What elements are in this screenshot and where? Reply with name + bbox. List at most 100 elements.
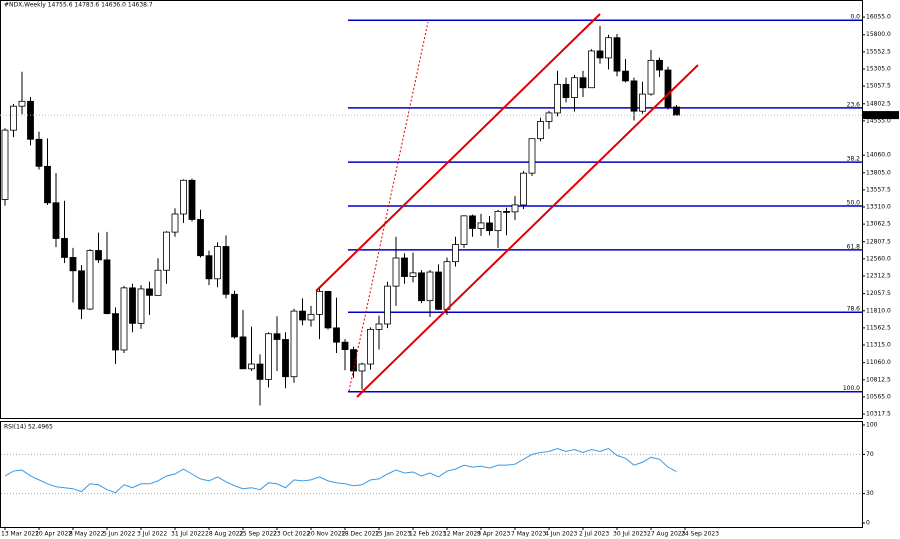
- y-tick-label: 11060.0: [866, 359, 891, 366]
- candle-body: [571, 77, 578, 98]
- y-tick-label: 10317.5: [866, 411, 891, 418]
- x-tick-label: 24 Sep 2023: [681, 531, 719, 538]
- y-tick-label: 15552.5: [866, 48, 891, 55]
- candle-body: [1, 129, 9, 200]
- candle-body: [282, 339, 289, 378]
- candle-body: [528, 138, 536, 174]
- candle-body: [358, 363, 366, 372]
- candle-body: [214, 246, 221, 280]
- y-tick-label: 12312.5: [866, 273, 891, 280]
- y-tick-label: 100: [866, 422, 878, 429]
- x-tick-label: 23 Oct 2022: [273, 531, 310, 538]
- y-tick-label: 14802.5: [866, 100, 891, 107]
- candle-body: [333, 327, 340, 343]
- candle-body: [120, 287, 128, 351]
- price-tag-label: 14638.7: [866, 112, 891, 119]
- candle-body: [18, 100, 26, 107]
- y-tick-label: 13310.0: [866, 204, 891, 211]
- candle-body: [316, 291, 323, 315]
- y-tick-label: 12807.5: [866, 238, 891, 245]
- y-tick-label: 14555.0: [866, 117, 891, 124]
- fib-label: 38.2: [847, 156, 861, 163]
- candle-body: [188, 179, 196, 220]
- y-tick-label: 11315.0: [866, 342, 891, 349]
- rsi-panel: [0, 421, 863, 528]
- candle-body: [27, 100, 34, 140]
- candle-body: [171, 213, 179, 233]
- candle-body: [596, 50, 604, 59]
- candle-body: [503, 211, 510, 213]
- fib-label: 23.6: [847, 101, 861, 108]
- trend-lines: [315, 13, 699, 398]
- candle-body: [52, 202, 60, 239]
- y-tick-label: 0: [866, 520, 870, 527]
- candle-body: [154, 269, 162, 296]
- candle-body: [222, 246, 230, 295]
- candle-body: [197, 219, 204, 257]
- x-tick-label: 8 May 2022: [69, 531, 104, 538]
- price-tag: [863, 111, 899, 120]
- candle-body: [248, 363, 255, 370]
- candle-body: [605, 37, 612, 59]
- candle-body: [537, 121, 544, 140]
- candle-body: [180, 179, 187, 215]
- candle-body: [426, 271, 434, 302]
- candle-body: [673, 106, 680, 116]
- candle-body: [273, 333, 281, 340]
- x-tick-label: 4 Jun 2023: [545, 531, 577, 538]
- x-tick-label: 30 Jul 2023: [613, 531, 647, 538]
- x-tick-label: 2 Jul 2023: [579, 531, 609, 538]
- y-tick-label: 30: [866, 490, 874, 497]
- x-tick-label: 18 Dec 2022: [341, 531, 380, 538]
- candle-body: [341, 341, 349, 350]
- fib-trend: [348, 21, 429, 392]
- candle-body: [435, 271, 442, 310]
- candle-body: [401, 257, 408, 277]
- candle-body: [409, 272, 417, 277]
- candle-body: [112, 313, 119, 351]
- candle-body: [367, 328, 374, 365]
- candle-body: [613, 37, 621, 72]
- x-tick-label: 15 Jan 2023: [375, 531, 411, 538]
- candle-body: [418, 272, 425, 302]
- candle-body: [265, 333, 272, 380]
- fib-label: 100.0: [843, 385, 860, 392]
- x-tick-label: 27 Aug 2023: [647, 531, 686, 538]
- x-tick-label: 12 Feb 2023: [409, 531, 447, 538]
- fib-label: 61.8: [847, 243, 861, 250]
- candle-body: [664, 69, 672, 108]
- x-tick-label: 7 May 2023: [511, 531, 546, 538]
- fib-label: 0.0: [850, 14, 860, 21]
- candle-body: [307, 313, 315, 321]
- candle-body: [44, 165, 51, 204]
- fib-label: 78.6: [847, 306, 861, 313]
- y-tick-label: 11810.0: [866, 307, 891, 314]
- candle-body: [384, 285, 391, 325]
- candle-body: [520, 172, 527, 206]
- candle-body: [69, 257, 77, 272]
- y-tick-label: 15057.5: [866, 83, 891, 90]
- y-tick-label: 14060.0: [866, 152, 891, 159]
- y-tick-label: 13062.5: [866, 221, 891, 228]
- candle-body: [392, 257, 400, 287]
- candle-body: [375, 323, 383, 330]
- x-tick-label: 5 Jun 2022: [103, 531, 135, 538]
- candle-body: [290, 310, 298, 378]
- x-tick-label: 12 Mar 2023: [443, 531, 481, 538]
- candle-body: [486, 222, 493, 232]
- x-tick-label: 9 Apr 2023: [477, 531, 510, 538]
- candle-body: [299, 310, 306, 321]
- y-tick-label: 11562.5: [866, 324, 891, 331]
- candle-body: [231, 293, 238, 338]
- candle-body: [554, 83, 561, 114]
- candle-body: [562, 83, 570, 98]
- rsi-line: [4, 447, 677, 494]
- candle-body: [256, 363, 264, 380]
- candle-body: [137, 288, 145, 324]
- candle-body: [129, 287, 136, 324]
- candle-body: [35, 138, 43, 167]
- y-tick-label: 12057.5: [866, 290, 891, 297]
- upper-channel: [315, 13, 601, 292]
- x-tick-label: 28 Aug 2022: [205, 531, 244, 538]
